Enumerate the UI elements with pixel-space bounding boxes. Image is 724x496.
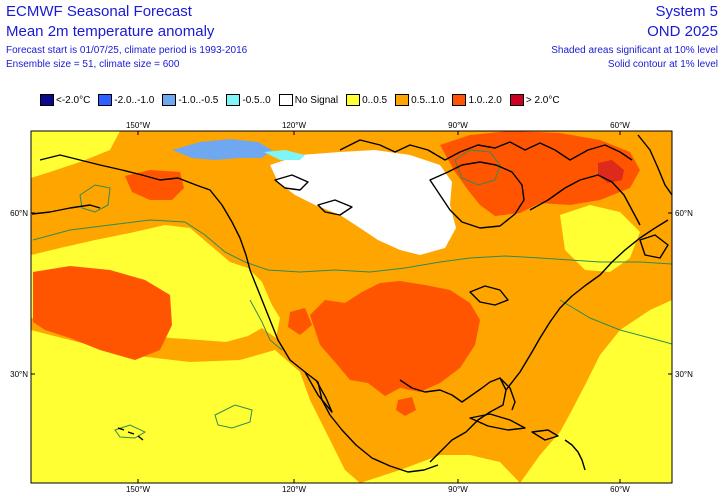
cyan-arctic-patch	[264, 150, 305, 160]
red-interior-us	[310, 281, 480, 396]
coast-arctic-island-mid	[317, 199, 353, 216]
legend-swatch	[226, 94, 241, 106]
contour-east	[559, 299, 672, 345]
red-texas-patch	[396, 397, 416, 416]
coastlines	[31, 134, 672, 473]
legend-item-gt-2: > 2.0°C	[509, 94, 560, 106]
coast-arctic-islands	[339, 139, 633, 161]
lat-label-right-30n: 30°N	[675, 370, 693, 379]
coast-florida	[499, 377, 516, 411]
coast-great-lakes	[469, 285, 509, 306]
legend-label: -0.5..0	[242, 94, 271, 106]
lon-label-bottom-150w: 150°W	[126, 485, 151, 494]
legend-swatch	[162, 94, 177, 106]
coast-arctic-island-west	[274, 174, 309, 191]
coast-alaska-west-coast	[39, 154, 439, 473]
coast-hispaniola	[531, 429, 559, 441]
map-subtitle: Mean 2m temperature anomaly	[6, 23, 215, 40]
lon-label-top-90w: 90°W	[448, 121, 468, 130]
yellow-arctic-strip	[31, 131, 120, 178]
significance-contours	[32, 149, 672, 439]
legend-item-minus1-minus05: -1.0..-0.5	[162, 94, 218, 106]
legend-item-lt-minus2: <-2.0°C	[40, 94, 90, 106]
darkred-northern-quebec	[598, 160, 624, 183]
map-frame	[30, 130, 673, 484]
tick-marks	[31, 131, 672, 483]
legend-swatch	[452, 94, 467, 106]
legend-swatch	[40, 94, 54, 106]
coast-gulf-mexico	[399, 377, 507, 463]
legend-label: No Signal	[294, 94, 339, 106]
forecast-start-info: Forecast start is 01/07/25, climate peri…	[6, 45, 248, 56]
legend-item-minus2-minus1: -2.0..-1.0	[98, 94, 154, 106]
legend-label: -1.0..-0.5	[178, 94, 219, 106]
lightblue-arctic-patch	[172, 139, 272, 160]
legend-swatch	[395, 94, 410, 106]
legend-label: <-2.0°C	[56, 94, 91, 106]
coast-newfoundland	[639, 234, 669, 259]
lon-label-top-150w: 150°W	[126, 121, 151, 130]
red-alaska-patch	[125, 170, 184, 200]
contour-west-coast	[249, 299, 283, 351]
coast-hawaii-islands	[117, 427, 144, 441]
contour-canada	[454, 149, 501, 186]
coast-cuba	[469, 413, 526, 431]
yellow-pacific-south	[31, 330, 360, 483]
lon-label-bottom-90w: 90°W	[448, 485, 468, 494]
legend-swatch	[346, 94, 361, 106]
period-label: OND 2025	[647, 23, 718, 40]
contour-hawaii	[114, 424, 147, 439]
coast-baja	[304, 371, 333, 413]
ensemble-size-info: Ensemble size = 51, climate size = 600	[6, 59, 180, 70]
contour-alaska	[79, 184, 111, 213]
contour-south-pacific	[214, 404, 253, 429]
legend-swatch	[98, 94, 113, 106]
lon-label-top-60w: 60°W	[610, 121, 630, 130]
system-label: System 5	[655, 3, 718, 20]
yellow-atlantic	[520, 300, 672, 483]
map-title: ECMWF Seasonal Forecast	[6, 3, 192, 20]
coast-greenland	[637, 134, 672, 196]
lat-label-left-30n: 30°N	[10, 370, 28, 379]
lon-label-bottom-60w: 60°W	[610, 485, 630, 494]
coast-aleutians	[31, 204, 101, 215]
legend: <-2.0°C -2.0..-1.0 -1.0..-0.5 -0.5..0 No…	[40, 93, 568, 107]
coast-caribbean-chain	[564, 439, 586, 471]
legend-swatch	[278, 94, 293, 106]
legend-label: -2.0..-1.0	[114, 94, 155, 106]
legend-label: 0..0.5	[362, 94, 388, 106]
red-pacific-west	[33, 266, 172, 360]
legend-label: 0.5..1.0	[411, 94, 445, 106]
significance-note: Shaded areas significant at 10% level	[551, 45, 718, 56]
no-signal-central-canada	[270, 150, 456, 255]
contour-note: Solid contour at 1% level	[607, 59, 718, 70]
yellow-gulf-caribbean	[360, 455, 520, 483]
lat-label-right-60n: 60°N	[675, 209, 693, 218]
red-sw-us-patch	[288, 308, 312, 335]
legend-item-05-1: 0.5..1.0	[395, 94, 444, 106]
legend-label: > 2.0°C	[525, 94, 560, 106]
legend-label: 1.0..2.0	[468, 94, 502, 106]
legend-swatch	[509, 94, 524, 106]
lat-label-left-60n: 60°N	[10, 209, 28, 218]
legend-item-no-signal: No Signal	[278, 94, 339, 106]
legend-item-0-05: 0..0.5	[346, 94, 387, 106]
lon-label-bottom-120w: 120°W	[282, 485, 307, 494]
coast-hudson-bay	[429, 161, 525, 229]
coast-labrador	[529, 174, 641, 226]
legend-item-1-2: 1.0..2.0	[452, 94, 502, 106]
contour-pacific	[32, 219, 672, 273]
legend-item-minus05-0: -0.5..0	[226, 94, 271, 106]
coast-east-coast	[505, 219, 669, 391]
lon-label-top-120w: 120°W	[282, 121, 307, 130]
